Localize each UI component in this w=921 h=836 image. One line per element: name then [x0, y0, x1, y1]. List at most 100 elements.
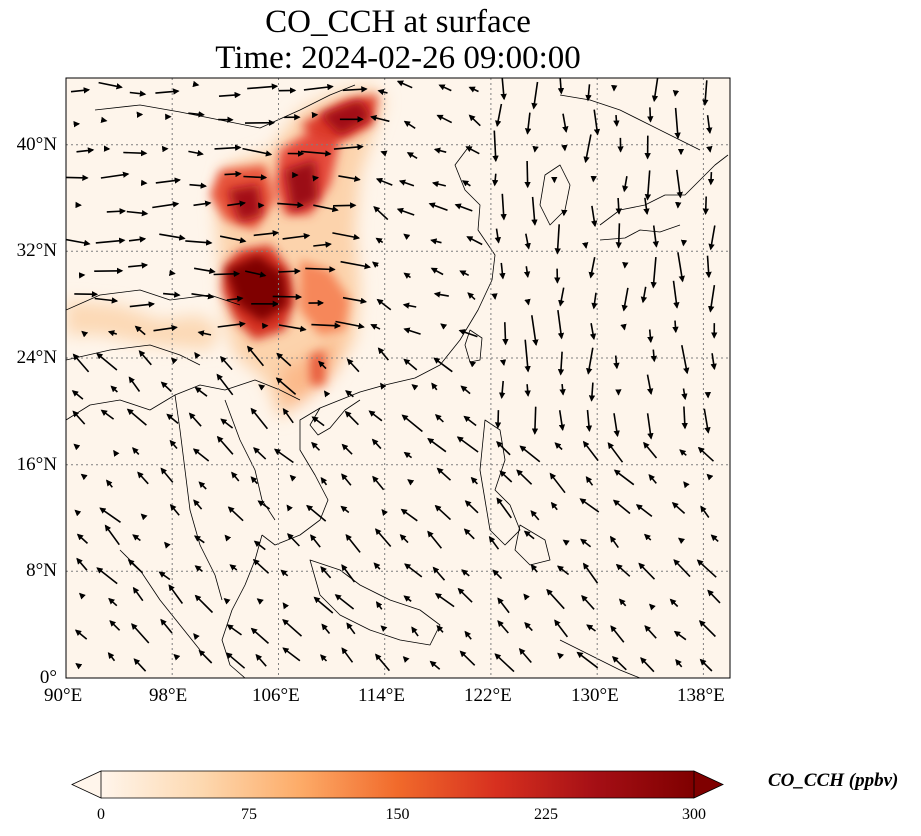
wind-arrow: [214, 144, 242, 151]
wind-arrow: [169, 439, 178, 450]
wind-arrow: [615, 563, 631, 577]
wind-arrow: [579, 498, 600, 513]
wind-arrow: [188, 111, 205, 118]
wind-arrow: [672, 89, 680, 97]
wind-arrow: [138, 350, 152, 366]
wind-arrow: [699, 658, 713, 672]
wind-arrow: [216, 373, 234, 396]
wind-arrow: [499, 262, 506, 280]
wind-arrow: [253, 447, 267, 460]
wind-arrow: [320, 654, 328, 662]
wind-arrow: [318, 360, 327, 370]
wind-arrow: [168, 269, 176, 277]
wind-arrow: [76, 557, 88, 571]
wind-arrow: [375, 177, 393, 186]
wind-arrow: [613, 355, 620, 370]
map-subtitle: Time: 2024-02-26 09:00:00: [215, 40, 581, 76]
wind-arrow: [110, 385, 118, 393]
map-frame: [65, 77, 731, 679]
wind-arrow: [194, 594, 214, 614]
wind-arrow: [696, 559, 717, 578]
wind-arrow: [311, 322, 341, 329]
wind-arrow: [492, 569, 503, 580]
wind-arrow: [557, 652, 565, 660]
concentration-field: [66, 85, 385, 420]
wind-arrow: [250, 407, 269, 430]
wind-arrow: [703, 408, 711, 434]
wind-arrow: [672, 280, 680, 309]
wind-arrow: [72, 410, 86, 425]
wind-arrow: [303, 83, 334, 91]
wind-arrow: [137, 471, 149, 485]
wind-arrow: [96, 352, 118, 371]
wind-arrow: [340, 260, 371, 270]
wind-arrow: [192, 448, 210, 462]
wind-arrow: [75, 663, 83, 670]
wind-arrow: [524, 160, 531, 189]
wind-arrow: [643, 533, 652, 541]
wind-arrow: [188, 149, 204, 157]
colorbar-tick-label: 75: [241, 806, 257, 823]
wind-arrow: [582, 562, 599, 584]
wind-arrow: [591, 205, 598, 228]
wind-arrow: [113, 449, 120, 457]
wind-arrow: [396, 207, 415, 216]
wind-arrow: [646, 413, 654, 440]
wind-arrow: [373, 562, 381, 570]
wind-arrow: [100, 116, 108, 124]
wind-arrow: [554, 619, 569, 638]
wind-arrow: [398, 179, 415, 187]
wind-arrow: [255, 653, 267, 667]
wind-arrow: [400, 508, 418, 522]
wind-arrow: [282, 602, 289, 610]
wind-arrow: [282, 408, 294, 424]
wind-arrow: [311, 416, 325, 427]
wind-arrow: [618, 598, 627, 607]
wind-arrow: [643, 197, 650, 215]
wind-arrow: [468, 86, 479, 93]
wind-arrow: [300, 150, 332, 157]
wind-arrow: [375, 237, 384, 244]
wind-arrow: [169, 504, 180, 516]
wind-arrow: [523, 266, 531, 278]
wind-arrow: [253, 540, 266, 551]
wind-arrow: [320, 566, 332, 579]
wind-arrow: [225, 652, 246, 669]
wind-arrow: [346, 622, 356, 635]
wind-arrow: [464, 500, 479, 514]
wind-arrow: [338, 175, 361, 182]
wind-arrow: [76, 533, 89, 544]
wind-arrow: [344, 410, 359, 426]
wind-arrow: [557, 351, 565, 376]
wind-arrow: [96, 567, 118, 585]
wind-arrow: [219, 355, 233, 371]
wind-arrow: [499, 359, 507, 367]
wind-arrow: [243, 174, 268, 181]
wind-arrow: [152, 201, 180, 209]
wind-arrow: [673, 630, 687, 641]
wind-arrow: [492, 130, 499, 163]
wind-arrow: [461, 569, 470, 577]
x-tick-label: 90°E: [44, 685, 83, 706]
wind-arrow: [128, 262, 149, 269]
wind-arrow: [108, 597, 118, 607]
wind-arrow: [193, 499, 203, 510]
wind-arrow: [155, 177, 181, 184]
wind-arrow: [66, 238, 91, 247]
wind-arrow: [100, 409, 115, 420]
wind-arrow: [164, 541, 171, 549]
wind-arrow: [374, 528, 392, 548]
wind-arrow: [681, 345, 690, 375]
x-tick-label: 98°E: [149, 685, 188, 706]
colorbar-gradient: [101, 771, 694, 798]
wind-arrow: [706, 473, 714, 481]
map-background: [66, 78, 730, 678]
wind-arrow: [74, 629, 88, 640]
wind-arrow: [583, 134, 592, 164]
wind-arrow: [345, 390, 354, 398]
wind-arrow: [516, 469, 533, 485]
wind-arrow: [620, 323, 627, 331]
wind-arrow: [559, 384, 566, 396]
wind-arrow: [160, 618, 173, 634]
